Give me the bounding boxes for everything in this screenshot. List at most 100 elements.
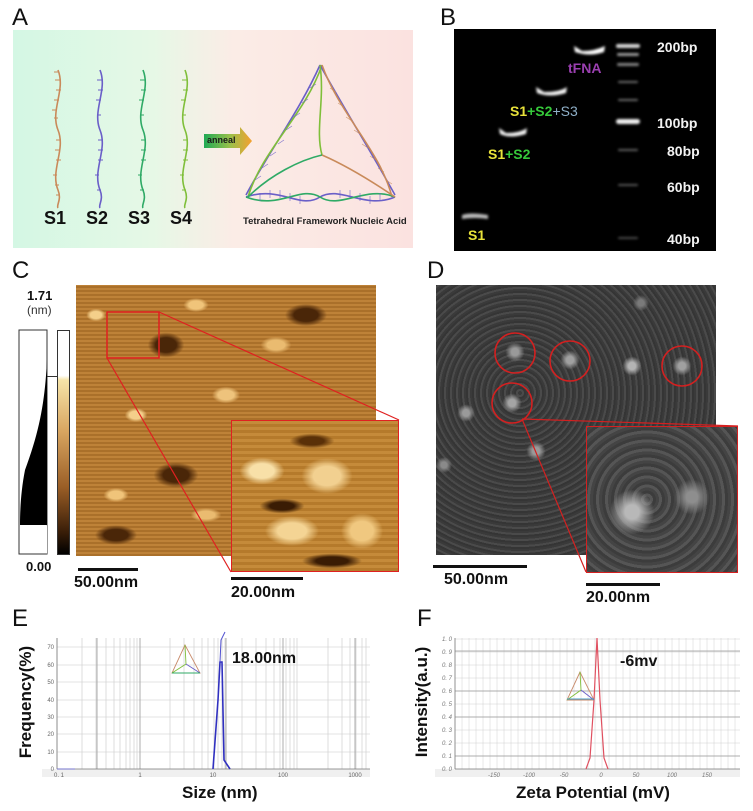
svg-text:60: 60 xyxy=(47,663,54,669)
tfna-label: Tetrahedral Framework Nucleic Acid xyxy=(243,216,407,227)
lane-label-part: tFNA xyxy=(568,60,602,76)
svg-text:0. 6: 0. 6 xyxy=(442,689,453,695)
gel-image xyxy=(454,29,716,251)
afm-scale-bar xyxy=(78,568,138,571)
ladder-label-60bp: 60bp xyxy=(667,179,700,195)
panel-d-letter: D xyxy=(427,257,445,284)
size-distribution-chart: 0 10 20 30 40 50 60 70 0. 1 1 10 100 1000 xyxy=(42,631,370,779)
svg-text:0. 0: 0. 0 xyxy=(442,767,453,773)
svg-text:10: 10 xyxy=(210,773,217,779)
ladder-label-200bp: 200bp xyxy=(657,39,698,55)
e-cumulative-curve xyxy=(219,631,226,663)
tem-scale-label: 50.00nm xyxy=(444,571,509,588)
svg-text:40: 40 xyxy=(47,698,54,704)
tem-inset-scale-label: 20.00nm xyxy=(586,589,651,606)
lane-label-part: +S2 xyxy=(527,103,553,119)
colorbar-marker xyxy=(47,376,57,377)
svg-text:0. 1: 0. 1 xyxy=(54,773,65,779)
lane-label-part: +S3 xyxy=(552,103,578,119)
afm-inset-image xyxy=(231,420,399,572)
svg-text:50: 50 xyxy=(633,773,640,779)
svg-text:-100: -100 xyxy=(523,773,536,779)
tem-annotations xyxy=(491,332,739,573)
svg-text:70: 70 xyxy=(47,645,54,651)
lane-label-part: S1 xyxy=(468,227,486,243)
strand-s1-icon xyxy=(54,69,62,209)
panel-f-letter: F xyxy=(417,605,432,632)
strand-label-s3: S3 xyxy=(128,208,151,228)
panel-b-letter: B xyxy=(440,4,457,31)
lane-label-s1: S1 xyxy=(468,227,485,243)
panel-c-letter: C xyxy=(12,257,30,284)
anneal-label: anneal xyxy=(207,135,236,145)
f-zeta-curve xyxy=(585,637,609,770)
band-s1 xyxy=(462,213,488,219)
lane-label-tfna: tFNA xyxy=(568,60,601,76)
svg-text:10: 10 xyxy=(47,750,54,756)
colorbar-unit-label: (nm) xyxy=(27,303,52,317)
ladder-label-80bp: 80bp xyxy=(667,143,700,159)
svg-text:1. 0: 1. 0 xyxy=(442,637,453,643)
colorbar-max-label: 1.71 xyxy=(27,288,53,303)
svg-text:100: 100 xyxy=(667,773,678,779)
ladder-bands xyxy=(616,44,640,239)
afm-inset-scale-label: 20.00nm xyxy=(231,584,296,601)
afm-inset-scale-bar xyxy=(231,577,303,580)
band-s1-s2 xyxy=(499,128,527,137)
lane-label-part: +S2 xyxy=(505,146,531,162)
particle-circle-1 xyxy=(494,332,536,374)
svg-text:100: 100 xyxy=(278,773,289,779)
svg-text:0. 2: 0. 2 xyxy=(442,741,453,747)
tfna-structure-icon xyxy=(245,64,396,202)
svg-text:-50: -50 xyxy=(560,773,569,779)
f-annotation: -6mv xyxy=(620,653,658,670)
f-ylabel: Intensity(a.u.) xyxy=(412,646,431,758)
svg-text:0: 0 xyxy=(599,773,603,779)
afm-zoom-connectors xyxy=(106,311,400,573)
lane-label-s1-s2-s3: S1+S2+S3 xyxy=(510,103,578,119)
panel-a-letter: A xyxy=(12,4,29,31)
f-tfna-icon xyxy=(566,670,595,701)
e-ylabel: Frequency(%) xyxy=(16,645,35,759)
lane-label-part: S1 xyxy=(488,146,506,162)
particle-circle-4 xyxy=(491,382,533,424)
e-size-curve xyxy=(212,661,231,770)
panel-e-letter: E xyxy=(12,605,29,632)
anneal-arrow-icon xyxy=(204,127,252,155)
ladder-label-100bp: 100bp xyxy=(657,115,698,131)
particle-circle-2 xyxy=(549,340,591,382)
tem-inset-scale-bar xyxy=(586,583,660,586)
e-xlabel: Size (nm) xyxy=(182,783,258,802)
strand-s4-icon xyxy=(181,69,189,209)
strand-label-s2: S2 xyxy=(86,208,109,228)
colorbar-min-label: 0.00 xyxy=(26,559,52,574)
svg-text:0: 0 xyxy=(51,767,55,773)
svg-text:-150: -150 xyxy=(488,773,501,779)
strand-s3-icon xyxy=(139,69,147,209)
svg-text:1000: 1000 xyxy=(348,773,362,779)
gel-bands xyxy=(462,44,640,239)
height-histogram xyxy=(18,329,48,555)
afm-selection-box xyxy=(106,311,160,359)
panel-a-strands xyxy=(52,64,396,209)
strand-label-s1: S1 xyxy=(44,208,67,228)
f-xlabel: Zeta Potential (mV) xyxy=(516,783,670,802)
ladder-label-40bp: 40bp xyxy=(667,231,700,247)
e-annotation: 18.00nm xyxy=(232,650,297,667)
svg-text:0. 8: 0. 8 xyxy=(442,663,453,669)
band-tfna xyxy=(574,46,605,55)
lane-label-part: S1 xyxy=(510,103,528,119)
tem-scale-bar xyxy=(433,565,527,568)
svg-text:50: 50 xyxy=(47,680,54,686)
svg-text:0. 3: 0. 3 xyxy=(442,728,453,734)
tem-inset-image xyxy=(586,426,738,573)
svg-text:0. 1: 0. 1 xyxy=(442,754,452,760)
zeta-potential-chart: 0. 0 0. 1 0. 2 0. 3 0. 4 0. 5 0. 6 0. 7 0. 8 0… xyxy=(435,635,740,779)
lane-label-s1-s2: S1+S2 xyxy=(488,146,530,162)
svg-text:0. 9: 0. 9 xyxy=(442,650,453,656)
svg-text:0. 5: 0. 5 xyxy=(442,702,453,708)
strand-label-s4: S4 xyxy=(170,208,193,228)
svg-text:30: 30 xyxy=(47,715,54,721)
afm-scale-label: 50.00nm xyxy=(74,574,139,591)
svg-text:0. 4: 0. 4 xyxy=(442,715,453,721)
